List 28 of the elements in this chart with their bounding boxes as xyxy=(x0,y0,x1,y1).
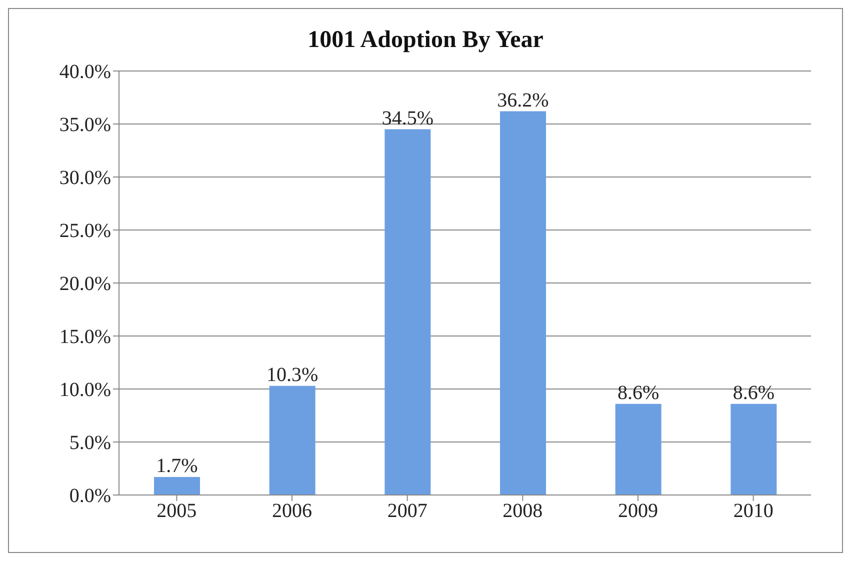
bar xyxy=(730,404,777,495)
y-tick-label: 35.0% xyxy=(59,114,111,136)
x-tick-label: 2010 xyxy=(733,500,774,522)
x-tick-label: 2007 xyxy=(387,500,428,522)
data-label: 36.2% xyxy=(497,89,549,112)
y-tick-label: 25.0% xyxy=(59,220,111,242)
data-label: 8.6% xyxy=(732,382,775,404)
y-tick-label: 10.0% xyxy=(59,379,111,402)
y-tick-label: 15.0% xyxy=(59,326,111,348)
y-tick-label: 40.0% xyxy=(59,61,111,84)
x-tick-label: 2005 xyxy=(156,500,197,522)
data-label: 8.6% xyxy=(617,382,660,404)
data-label: 10.3% xyxy=(266,364,318,386)
y-tick-label: 0.0% xyxy=(69,485,111,508)
bar xyxy=(615,404,662,495)
bar xyxy=(269,386,316,495)
data-label: 34.5% xyxy=(382,107,434,130)
x-tick-label: 2006 xyxy=(272,500,312,522)
bar xyxy=(154,476,200,495)
chart-title: 1001 Adoption By Year xyxy=(306,26,544,55)
data-label: 1.7% xyxy=(156,454,198,477)
x-tick-label: 2009 xyxy=(618,500,658,522)
x-tick-label: 2008 xyxy=(502,500,543,522)
y-tick-label: 30.0% xyxy=(59,167,111,190)
y-tick-label: 20.0% xyxy=(59,273,111,296)
y-tick-label: 5.0% xyxy=(69,432,111,454)
bar xyxy=(500,111,546,495)
bar xyxy=(384,129,431,495)
